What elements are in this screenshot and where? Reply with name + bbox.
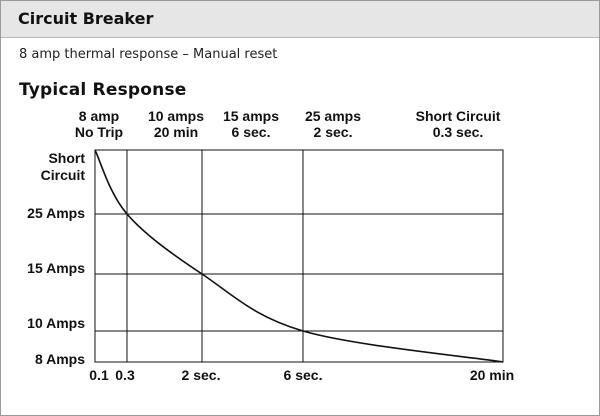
x-tick-label: 2 sec. <box>182 367 221 383</box>
y-tick-label: 25 Amps <box>27 205 85 221</box>
top-label-line1: Short Circuit <box>416 108 501 124</box>
panel-header: Circuit Breaker <box>1 1 599 38</box>
top-label-line2: 20 min <box>154 124 198 140</box>
y-tick-label: Short <box>48 150 85 166</box>
x-tick-label: 0.3 <box>115 367 135 383</box>
y-tick-label: 8 Amps <box>35 351 85 367</box>
top-label-line2: No Trip <box>75 124 123 140</box>
top-label-line2: 6 sec. <box>232 124 271 140</box>
panel-subtitle: 8 amp thermal response – Manual reset <box>19 47 278 62</box>
chart-grid <box>94 149 504 363</box>
y-tick-label: 10 Amps <box>27 315 85 331</box>
top-label-line1: 15 amps <box>223 108 279 124</box>
top-label-line2: 2 sec. <box>314 124 353 140</box>
x-tick-label: 0.1 <box>89 367 109 383</box>
x-tick-label: 6 sec. <box>284 367 323 383</box>
section-title: Typical Response <box>19 80 187 100</box>
y-tick-label: 15 Amps <box>27 260 85 276</box>
x-tick-label: 20 min <box>470 367 514 383</box>
top-label-line1: 25 amps <box>305 108 361 124</box>
chart-curve <box>94 149 504 363</box>
response-curve-line <box>94 149 504 363</box>
top-label-line2: 0.3 sec. <box>433 124 484 140</box>
top-label-line1: 10 amps <box>148 108 204 124</box>
y-tick-label-line2: Circuit <box>41 167 86 183</box>
top-label-line1: 8 amp <box>79 108 119 124</box>
panel-title: Circuit Breaker <box>18 9 154 28</box>
plot-frame <box>94 149 504 363</box>
